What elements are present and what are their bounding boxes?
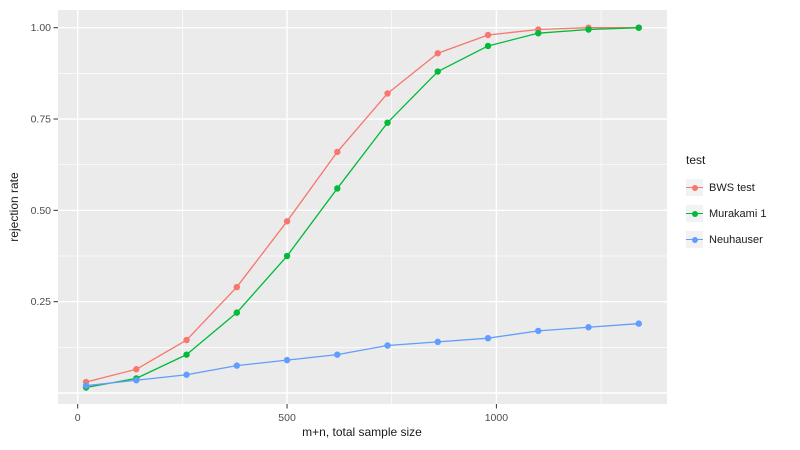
x-tick-label: 0 bbox=[75, 412, 81, 424]
data-point-neuhauser bbox=[434, 338, 441, 346]
series-line-murakami-1 bbox=[85, 27, 640, 389]
data-point-neuhauser bbox=[484, 335, 492, 342]
y-axis-title: rejection rate bbox=[7, 172, 21, 242]
y-tick-label: 0.50 bbox=[31, 205, 52, 217]
x-tick-label: 1000 bbox=[485, 412, 509, 424]
plot-panel bbox=[58, 10, 667, 404]
data-point-murakami-1 bbox=[535, 29, 542, 37]
legend-label: Neuhauser bbox=[709, 233, 763, 246]
legend-label: BWS test bbox=[709, 181, 755, 194]
data-point-murakami-1 bbox=[484, 42, 492, 50]
data-point-neuhauser bbox=[585, 324, 592, 331]
data-point-neuhauser bbox=[334, 351, 341, 358]
data-point-bws-test bbox=[283, 218, 291, 225]
data-point-neuhauser bbox=[283, 356, 291, 364]
data-point-neuhauser bbox=[133, 377, 140, 384]
legend-key-icon bbox=[686, 231, 703, 248]
legend-key-dot bbox=[691, 236, 698, 243]
data-point-murakami-1 bbox=[183, 351, 190, 358]
series-line-neuhauser bbox=[85, 322, 640, 387]
legend-item-murakami-1: Murakami 1 bbox=[686, 205, 766, 222]
legend-key-icon bbox=[686, 179, 703, 196]
data-point-neuhauser bbox=[233, 362, 241, 369]
legend: test BWS test Murakami 1 Neuhauser bbox=[686, 153, 766, 248]
legend-item-bws-test: BWS test bbox=[686, 179, 766, 196]
legend-item-neuhauser: Neuhauser bbox=[686, 231, 766, 248]
data-point-bws-test bbox=[233, 283, 241, 291]
x-tick-label: 500 bbox=[278, 412, 296, 424]
y-tick-label: 0.25 bbox=[31, 296, 52, 308]
data-point-neuhauser bbox=[183, 371, 190, 378]
data-point-neuhauser bbox=[635, 320, 642, 327]
legend-key-dot bbox=[691, 210, 698, 217]
data-point-neuhauser bbox=[384, 342, 391, 349]
data-point-bws-test bbox=[133, 366, 140, 373]
y-tick-label: 0.75 bbox=[31, 114, 52, 126]
data-point-bws-test bbox=[484, 31, 492, 39]
series-line-bws-test bbox=[85, 27, 640, 383]
legend-items: BWS test Murakami 1 Neuhauser bbox=[686, 179, 766, 248]
data-point-bws-test bbox=[384, 90, 391, 97]
y-tick-label: 1.00 bbox=[31, 22, 52, 34]
data-point-bws-test bbox=[183, 336, 190, 344]
data-point-murakami-1 bbox=[585, 26, 592, 33]
data-point-murakami-1 bbox=[283, 252, 291, 260]
data-point-bws-test bbox=[434, 50, 441, 57]
data-point-murakami-1 bbox=[384, 119, 391, 126]
data-point-murakami-1 bbox=[334, 185, 341, 192]
data-point-neuhauser bbox=[535, 327, 542, 335]
x-axis-title: m+n, total sample size bbox=[302, 425, 422, 439]
legend-label: Murakami 1 bbox=[709, 207, 767, 220]
data-point-murakami-1 bbox=[233, 309, 241, 316]
data-point-murakami-1 bbox=[434, 68, 441, 75]
legend-key-icon bbox=[686, 205, 703, 222]
legend-title: test bbox=[686, 153, 706, 167]
data-point-bws-test bbox=[334, 148, 341, 156]
data-point-neuhauser bbox=[82, 382, 90, 389]
legend-key-dot bbox=[691, 184, 698, 191]
data-point-murakami-1 bbox=[635, 24, 642, 31]
